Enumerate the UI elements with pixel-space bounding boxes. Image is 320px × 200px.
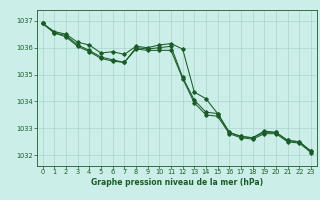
X-axis label: Graphe pression niveau de la mer (hPa): Graphe pression niveau de la mer (hPa) — [91, 178, 263, 187]
